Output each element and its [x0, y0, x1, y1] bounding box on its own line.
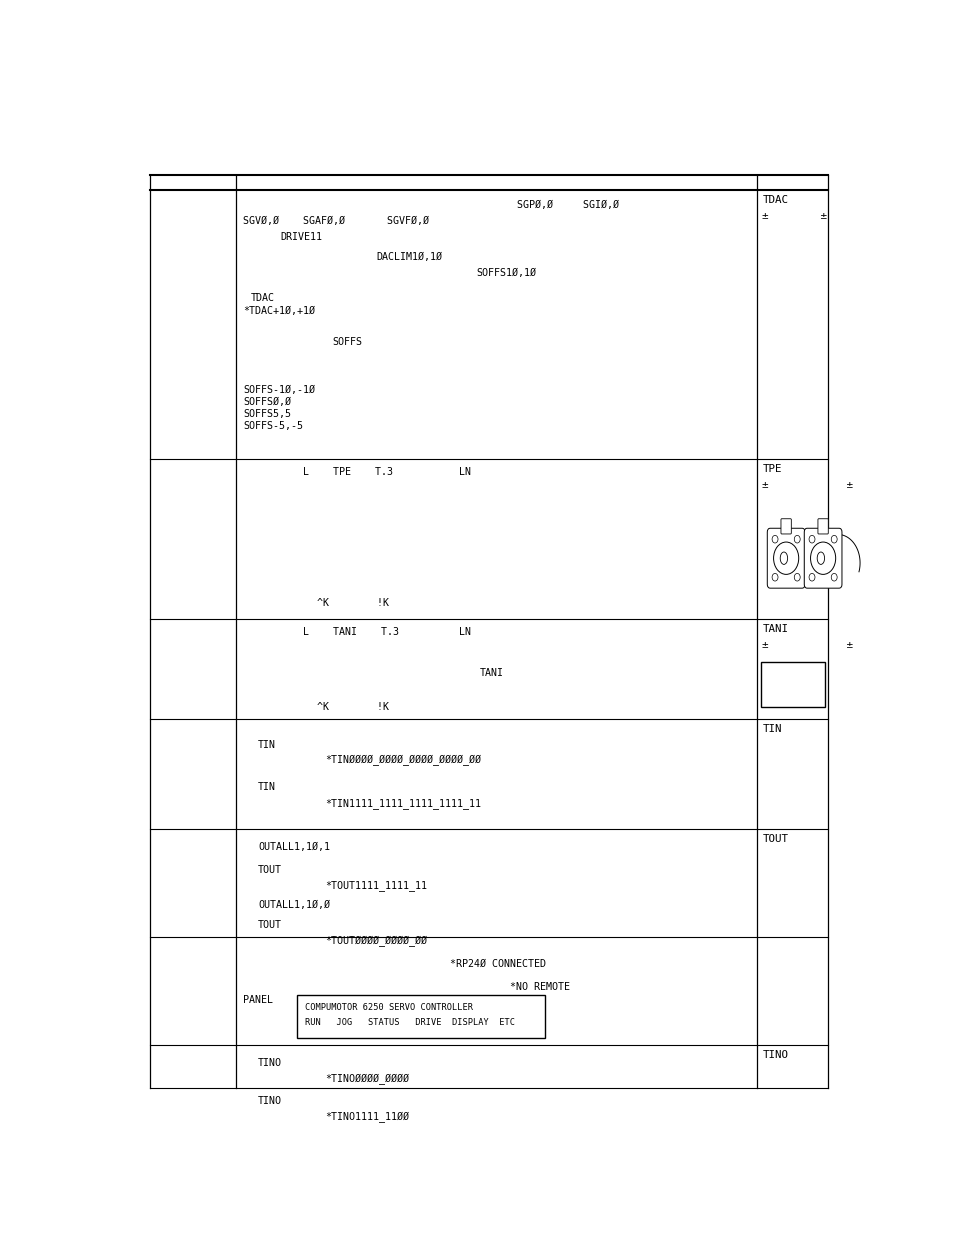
Text: PANEL: PANEL	[243, 994, 274, 1004]
Circle shape	[808, 536, 814, 543]
Text: SOFFS-1Ø,-1Ø: SOFFS-1Ø,-1Ø	[243, 385, 315, 395]
FancyBboxPatch shape	[803, 529, 841, 588]
Circle shape	[794, 573, 800, 580]
Text: TDAC: TDAC	[251, 293, 274, 303]
Text: TOUT: TOUT	[258, 866, 282, 876]
Text: *TOUTØØØØ_ØØØØ_ØØ: *TOUTØØØØ_ØØØØ_ØØ	[324, 936, 426, 947]
Circle shape	[830, 536, 837, 543]
Text: SGVØ,Ø    SGAFØ,Ø       SGVFØ,Ø: SGVØ,Ø SGAFØ,Ø SGVFØ,Ø	[243, 216, 429, 226]
Text: TINO: TINO	[761, 1050, 788, 1060]
Circle shape	[808, 573, 814, 580]
Text: TOUT: TOUT	[258, 920, 282, 930]
Text: ±            ±: ± ±	[761, 640, 853, 650]
FancyBboxPatch shape	[817, 519, 827, 534]
Circle shape	[810, 542, 835, 574]
Text: TIN: TIN	[761, 724, 781, 734]
Text: TINO: TINO	[258, 1058, 282, 1068]
Text: ±        ±: ± ±	[761, 211, 826, 221]
Text: *TINØØØØ_ØØØØ_ØØØØ_ØØØØ_ØØ: *TINØØØØ_ØØØØ_ØØØØ_ØØØØ_ØØ	[324, 755, 480, 766]
Text: DACLIM1Ø,1Ø: DACLIM1Ø,1Ø	[376, 252, 442, 262]
Text: DRIVE11: DRIVE11	[280, 232, 322, 242]
Circle shape	[771, 573, 778, 580]
Text: *TINO1111_11ØØ: *TINO1111_11ØØ	[324, 1112, 409, 1123]
Text: SOFFS: SOFFS	[332, 337, 362, 347]
Circle shape	[771, 536, 778, 543]
Text: *RP24Ø CONNECTED: *RP24Ø CONNECTED	[450, 958, 546, 968]
Text: *TINOØØØØ_ØØØØ: *TINOØØØØ_ØØØØ	[324, 1073, 409, 1084]
Text: TINO: TINO	[258, 1097, 282, 1107]
FancyBboxPatch shape	[296, 994, 544, 1039]
Text: SOFFS-5,-5: SOFFS-5,-5	[243, 421, 303, 431]
Text: TANI: TANI	[479, 668, 503, 678]
Text: OUTALL1,1Ø,1: OUTALL1,1Ø,1	[258, 842, 330, 852]
Bar	[760, 662, 824, 708]
Text: ±            ±: ± ±	[761, 480, 853, 490]
Text: *NO REMOTE: *NO REMOTE	[509, 982, 569, 992]
Text: SOFFS5,5: SOFFS5,5	[243, 409, 292, 419]
Text: ^K        !K: ^K !K	[317, 598, 389, 608]
FancyBboxPatch shape	[781, 519, 790, 534]
Text: TANI: TANI	[761, 624, 788, 634]
Text: *TIN1111_1111_1111_1111_11: *TIN1111_1111_1111_1111_11	[324, 798, 480, 809]
Text: OUTALL1,1Ø,Ø: OUTALL1,1Ø,Ø	[258, 900, 330, 910]
Text: TPE: TPE	[761, 464, 781, 474]
Text: L    TPE    T.3           LN: L TPE T.3 LN	[302, 467, 470, 477]
Text: TDAC: TDAC	[761, 195, 788, 205]
Text: *TDAC+1Ø,+1Ø: *TDAC+1Ø,+1Ø	[243, 306, 315, 316]
Text: RUN   JOG   STATUS   DRIVE  DISPLAY  ETC: RUN JOG STATUS DRIVE DISPLAY ETC	[305, 1019, 515, 1028]
Text: TIN: TIN	[258, 783, 276, 793]
Text: SOFFS1Ø,1Ø: SOFFS1Ø,1Ø	[476, 268, 536, 278]
Text: TIN: TIN	[258, 740, 276, 750]
Circle shape	[773, 542, 798, 574]
Text: ^K        !K: ^K !K	[317, 701, 389, 711]
Text: COMPUMOTOR 6250 SERVO CONTROLLER: COMPUMOTOR 6250 SERVO CONTROLLER	[305, 1003, 473, 1013]
Text: TOUT: TOUT	[761, 834, 788, 844]
Text: SOFFSØ,Ø: SOFFSØ,Ø	[243, 398, 292, 408]
Text: L    TANI    T.3          LN: L TANI T.3 LN	[302, 626, 470, 636]
Circle shape	[794, 536, 800, 543]
Ellipse shape	[780, 552, 787, 564]
Ellipse shape	[817, 552, 823, 564]
Text: *TOUT1111_1111_11: *TOUT1111_1111_11	[324, 881, 426, 892]
FancyBboxPatch shape	[766, 529, 804, 588]
Text: SGPØ,Ø     SGIØ,Ø: SGPØ,Ø SGIØ,Ø	[517, 200, 618, 210]
Circle shape	[830, 573, 837, 580]
